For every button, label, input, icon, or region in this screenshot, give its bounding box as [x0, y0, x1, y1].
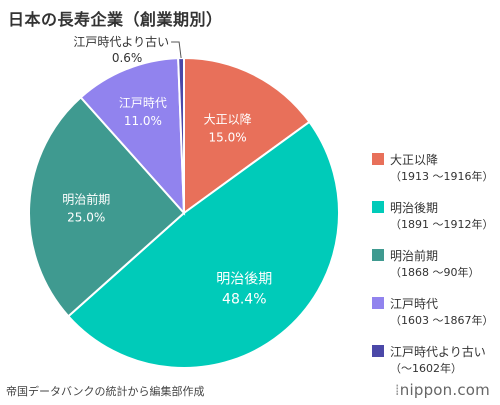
- slice-label: 明治前期: [62, 192, 110, 207]
- legend-swatch: [372, 201, 384, 213]
- legend-label: 江戸時代より古い: [390, 345, 486, 359]
- legend-item-pre-edo: 江戸時代より古い （〜1602年）: [372, 342, 497, 390]
- pie-slice: [79, 57, 186, 216]
- slice-value-label: 11.0%: [124, 114, 162, 128]
- slice-value-label: 0.6%: [112, 51, 143, 65]
- legend-range: （1913 〜1916年）: [390, 170, 494, 183]
- legend-label: 明治前期: [390, 249, 439, 263]
- legend-label: 大正以降: [390, 153, 439, 167]
- legend-range: （〜1602年）: [390, 362, 462, 375]
- legend-swatch: [372, 249, 384, 261]
- source-note: 帝国データバンクの統計から編集部作成: [6, 385, 205, 398]
- legend-range: （1868 〜90年）: [390, 266, 480, 279]
- pie-slices: [28, 56, 340, 369]
- slice-leader-line: [171, 41, 182, 59]
- legend-label: 明治後期: [390, 201, 439, 215]
- legend-swatch: [372, 297, 384, 309]
- pie-slice: [177, 56, 185, 214]
- slice-label: 明治後期: [216, 272, 272, 288]
- legend-swatch: [372, 345, 384, 357]
- pie-slice: [28, 95, 186, 318]
- pie-slice: [66, 120, 340, 369]
- logo-mark-icon: ⁞: [394, 381, 400, 399]
- slice-label: 江戸時代: [119, 96, 167, 110]
- nippon-logo: ⁞nippon.com: [395, 381, 490, 399]
- slice-label: 江戸時代より古い: [73, 34, 169, 49]
- logo-text: nippon.com: [399, 381, 490, 399]
- pie-slice: [183, 56, 311, 215]
- slice-value-label: 15.0%: [209, 131, 247, 145]
- chart-legend: 大正以降 （1913 〜1916年） 明治後期 （1891 〜1912年） 明治…: [372, 150, 497, 390]
- slice-value-label: 25.0%: [67, 211, 105, 225]
- slice-value-label: 48.4%: [222, 292, 266, 308]
- legend-item-meiji-late: 明治後期 （1891 〜1912年）: [372, 198, 497, 246]
- legend-swatch: [372, 153, 384, 165]
- chart-title: 日本の長寿企業（創業期別）: [8, 10, 223, 29]
- legend-item-edo: 江戸時代 （1603 〜1867年）: [372, 294, 497, 342]
- pie-labels: 大正以降 15.0% 明治後期 48.4% 明治前期 25.0% 江戸時代 11.0% 江戸時代…: [62, 34, 272, 308]
- legend-range: （1891 〜1912年）: [390, 218, 494, 231]
- legend-item-meiji-early: 明治前期 （1868 〜90年）: [372, 246, 497, 294]
- slice-label: 大正以降: [204, 113, 252, 127]
- legend-item-taisho: 大正以降 （1913 〜1916年）: [372, 150, 497, 198]
- legend-range: （1603 〜1867年）: [390, 314, 494, 327]
- legend-label: 江戸時代: [390, 297, 439, 311]
